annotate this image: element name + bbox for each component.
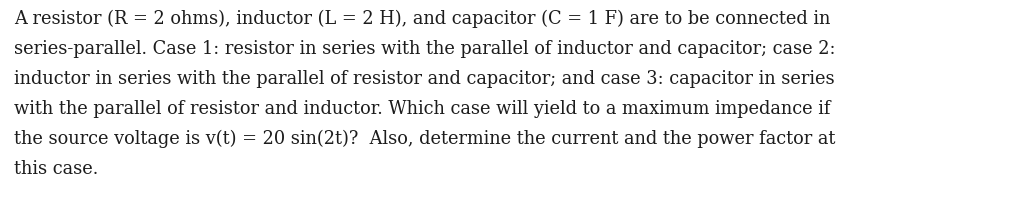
Text: the source voltage is v(t) = 20 sin(2t)?  Also, determine the current and the po: the source voltage is v(t) = 20 sin(2t)?…: [14, 130, 835, 148]
Text: with the parallel of resistor and inductor. Which case will yield to a maximum i: with the parallel of resistor and induct…: [14, 100, 831, 118]
Text: A resistor (R = 2 ohms), inductor (L = 2 H), and capacitor (C = 1 F) are to be c: A resistor (R = 2 ohms), inductor (L = 2…: [14, 10, 830, 28]
Text: this case.: this case.: [14, 160, 98, 178]
Text: inductor in series with the parallel of resistor and capacitor; and case 3: capa: inductor in series with the parallel of …: [14, 70, 835, 88]
Text: series-parallel. Case 1: resistor in series with the parallel of inductor and ca: series-parallel. Case 1: resistor in ser…: [14, 40, 835, 58]
